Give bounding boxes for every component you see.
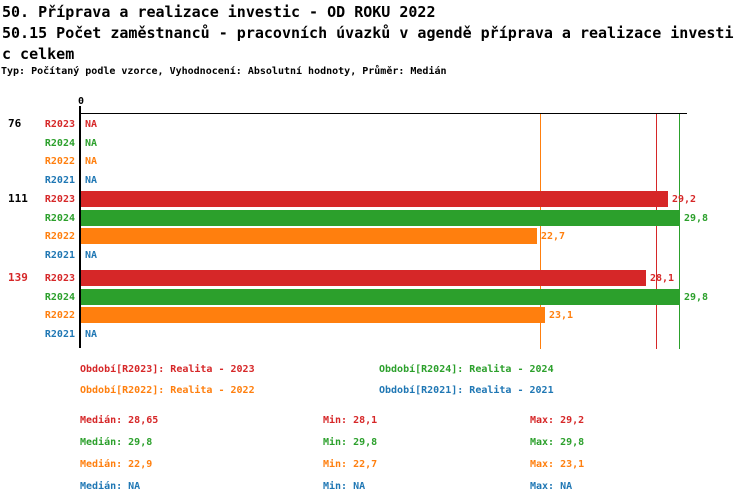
legend-item-R2022: Období[R2022]: Realita - 2022 [80, 385, 255, 396]
bar-R2024 [81, 210, 680, 226]
series-label-R2022: R2022 [44, 156, 75, 167]
y-axis-line [79, 106, 81, 348]
bar-R2023 [81, 191, 668, 207]
series-label-R2021: R2021 [44, 329, 75, 340]
group-label: 111 [8, 192, 28, 205]
page-title-line-3: c celkem [2, 45, 75, 63]
series-label-R2024: R2024 [44, 138, 75, 149]
series-label-R2024: R2024 [44, 292, 75, 303]
bar-R2022 [81, 307, 545, 323]
median-line-R2024 [679, 114, 680, 349]
page-title-line-2: 50.15 Počet zaměstnanců - pracovních úva… [2, 24, 734, 42]
series-label-R2022: R2022 [44, 310, 75, 321]
stat-median-R2022: Medián: 22,9 [80, 459, 153, 470]
stat-min-R2022: Min: 22,7 [323, 459, 378, 470]
bar-R2023 [81, 270, 646, 286]
bar-R2024 [81, 289, 680, 305]
series-label-R2021: R2021 [44, 175, 75, 186]
series-label-R2023: R2023 [44, 119, 75, 130]
bar-value-label: 28,1 [650, 273, 675, 284]
bar-R2022 [81, 228, 537, 244]
stat-min-R2021: Min: NA [323, 481, 366, 492]
bar-value-label: 29,2 [672, 194, 697, 205]
group-label: 139 [8, 271, 28, 284]
bar-value-label: 29,8 [684, 292, 709, 303]
bar-value-label: 29,8 [684, 213, 709, 224]
bar-na-label: NA [85, 175, 98, 186]
series-label-R2023: R2023 [44, 194, 75, 205]
bar-na-label: NA [85, 119, 98, 130]
stat-median-R2023: Medián: 28,65 [80, 415, 159, 426]
bar-value-label: 22,7 [541, 231, 566, 242]
median-line-R2023 [656, 114, 657, 349]
series-label-R2022: R2022 [44, 231, 75, 242]
bar-na-label: NA [85, 250, 98, 261]
stat-max-R2022: Max: 23,1 [530, 459, 585, 470]
stat-max-R2024: Max: 29,8 [530, 437, 585, 448]
stat-max-R2023: Max: 29,2 [530, 415, 585, 426]
legend-item-R2023: Období[R2023]: Realita - 2023 [80, 364, 255, 375]
legend-item-R2021: Období[R2021]: Realita - 2021 [379, 385, 554, 396]
bar-na-label: NA [85, 329, 98, 340]
stat-median-R2024: Medián: 29,8 [80, 437, 153, 448]
report-meta-line: Typ: Počítaný podle vzorce, Vyhodnocení:… [1, 66, 447, 77]
page-title-line-1: 50. Příprava a realizace investic - OD R… [2, 3, 436, 21]
group-label: 76 [8, 117, 22, 130]
stat-min-R2023: Min: 28,1 [323, 415, 378, 426]
legend-item-R2024: Období[R2024]: Realita - 2024 [379, 364, 554, 375]
stat-median-R2021: Medián: NA [80, 481, 141, 492]
stat-max-R2021: Max: NA [530, 481, 573, 492]
median-line-R2022 [540, 114, 541, 349]
bar-na-label: NA [85, 138, 98, 149]
x-axis-line [79, 113, 687, 114]
series-label-R2023: R2023 [44, 273, 75, 284]
stat-min-R2024: Min: 29,8 [323, 437, 378, 448]
bar-na-label: NA [85, 156, 98, 167]
series-label-R2024: R2024 [44, 213, 75, 224]
axis-zero-tick-label: 0 [77, 96, 85, 107]
bar-value-label: 23,1 [549, 310, 574, 321]
series-label-R2021: R2021 [44, 250, 75, 261]
